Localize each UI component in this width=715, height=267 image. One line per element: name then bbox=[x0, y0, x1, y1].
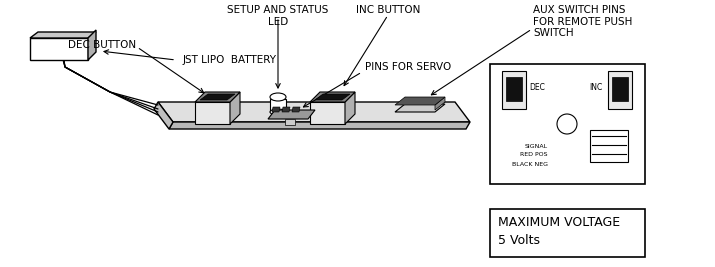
Polygon shape bbox=[200, 94, 235, 100]
Polygon shape bbox=[230, 92, 240, 124]
Text: JST LIPO  BATTERY: JST LIPO BATTERY bbox=[183, 55, 277, 65]
Text: SETUP AND STATUS
LED: SETUP AND STATUS LED bbox=[227, 5, 329, 27]
Text: BLACK NEG: BLACK NEG bbox=[512, 162, 548, 167]
Text: 5 Volts: 5 Volts bbox=[498, 234, 540, 248]
Polygon shape bbox=[270, 99, 286, 112]
Polygon shape bbox=[195, 102, 230, 124]
Polygon shape bbox=[395, 97, 445, 105]
Ellipse shape bbox=[270, 93, 286, 101]
Polygon shape bbox=[315, 94, 350, 100]
Text: DEC BUTTON: DEC BUTTON bbox=[68, 40, 136, 50]
Text: AUX SWITCH PINS
FOR REMOTE PUSH
SWITCH: AUX SWITCH PINS FOR REMOTE PUSH SWITCH bbox=[533, 5, 632, 38]
Bar bbox=[285, 119, 295, 125]
Bar bbox=[490, 64, 645, 184]
Polygon shape bbox=[158, 102, 470, 122]
Text: SIGNAL: SIGNAL bbox=[525, 143, 548, 148]
Polygon shape bbox=[154, 102, 173, 129]
Polygon shape bbox=[272, 107, 280, 112]
Polygon shape bbox=[195, 92, 240, 102]
Bar bbox=[490, 209, 645, 257]
Polygon shape bbox=[268, 110, 315, 119]
Polygon shape bbox=[435, 97, 445, 110]
Polygon shape bbox=[310, 92, 355, 102]
Polygon shape bbox=[395, 104, 445, 112]
Text: MAXIMUM VOLTAGE: MAXIMUM VOLTAGE bbox=[498, 217, 620, 230]
Bar bbox=[502, 71, 526, 109]
Text: PINS FOR SERVO: PINS FOR SERVO bbox=[365, 62, 451, 72]
Polygon shape bbox=[169, 122, 470, 129]
Polygon shape bbox=[345, 92, 355, 124]
Polygon shape bbox=[282, 107, 290, 112]
Text: DEC: DEC bbox=[529, 84, 545, 92]
Polygon shape bbox=[292, 107, 300, 112]
Text: INC: INC bbox=[588, 84, 602, 92]
Polygon shape bbox=[88, 30, 96, 60]
Polygon shape bbox=[310, 102, 345, 124]
Bar bbox=[506, 77, 522, 101]
Text: RED POS: RED POS bbox=[521, 152, 548, 158]
Bar bbox=[608, 71, 632, 109]
Ellipse shape bbox=[270, 109, 286, 115]
Bar bbox=[30, 38, 88, 60]
Circle shape bbox=[557, 114, 577, 134]
Text: INC BUTTON: INC BUTTON bbox=[356, 5, 420, 15]
Bar bbox=[590, 130, 628, 162]
Polygon shape bbox=[30, 32, 96, 38]
Bar bbox=[612, 77, 628, 101]
